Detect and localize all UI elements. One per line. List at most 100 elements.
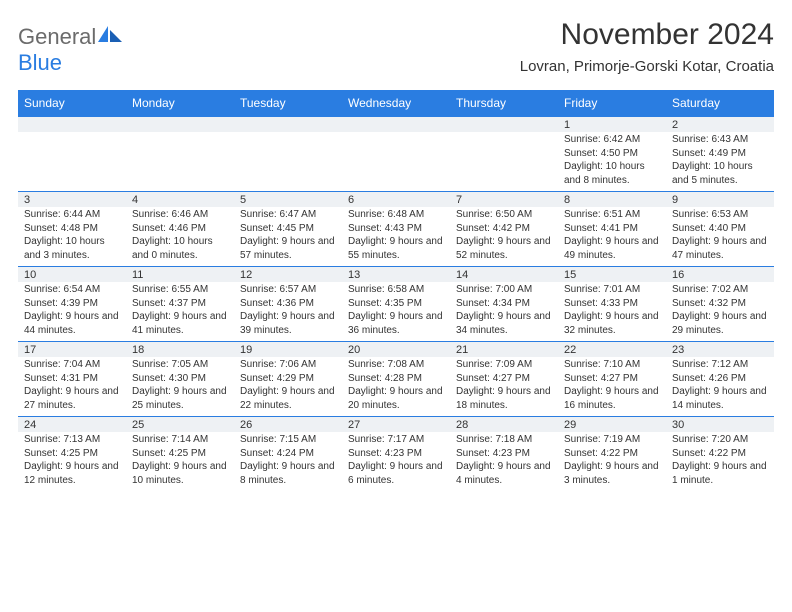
sunrise-text: Sunrise: 7:13 AM xyxy=(24,433,120,447)
day-number-cell: 6 xyxy=(342,192,450,208)
day-number-cell: 3 xyxy=(18,192,126,208)
day-detail-cell: Sunrise: 6:42 AMSunset: 4:50 PMDaylight:… xyxy=(558,132,666,192)
day-number-cell: 8 xyxy=(558,192,666,208)
day-detail-cell xyxy=(342,132,450,192)
daylight-text: Daylight: 9 hours and 8 minutes. xyxy=(240,460,336,487)
daylight-text: Daylight: 10 hours and 0 minutes. xyxy=(132,235,228,262)
daylight-text: Daylight: 9 hours and 29 minutes. xyxy=(672,310,768,337)
sunrise-text: Sunrise: 7:12 AM xyxy=(672,358,768,372)
page-header: General Blue November 2024 Lovran, Primo… xyxy=(18,18,774,76)
daylight-text: Daylight: 9 hours and 20 minutes. xyxy=(348,385,444,412)
day-detail-cell: Sunrise: 6:58 AMSunset: 4:35 PMDaylight:… xyxy=(342,282,450,342)
dow-header: Thursday xyxy=(450,90,558,117)
sunset-text: Sunset: 4:43 PM xyxy=(348,222,444,236)
sunset-text: Sunset: 4:48 PM xyxy=(24,222,120,236)
brand-part2: Blue xyxy=(18,50,62,75)
day-detail-cell: Sunrise: 7:15 AMSunset: 4:24 PMDaylight:… xyxy=(234,432,342,491)
day-detail-cell: Sunrise: 6:50 AMSunset: 4:42 PMDaylight:… xyxy=(450,207,558,267)
sunset-text: Sunset: 4:23 PM xyxy=(456,447,552,461)
day-number-cell: 11 xyxy=(126,267,234,283)
day-number-cell: 5 xyxy=(234,192,342,208)
daylight-text: Daylight: 9 hours and 25 minutes. xyxy=(132,385,228,412)
sunrise-text: Sunrise: 6:54 AM xyxy=(24,283,120,297)
daylight-text: Daylight: 9 hours and 6 minutes. xyxy=(348,460,444,487)
day-number-cell xyxy=(342,117,450,133)
day-number-cell: 21 xyxy=(450,342,558,358)
day-number-cell: 20 xyxy=(342,342,450,358)
sunrise-text: Sunrise: 7:10 AM xyxy=(564,358,660,372)
sail-icon xyxy=(98,26,122,44)
day-number-cell: 28 xyxy=(450,417,558,433)
sunset-text: Sunset: 4:29 PM xyxy=(240,372,336,386)
daylight-text: Daylight: 9 hours and 14 minutes. xyxy=(672,385,768,412)
sunset-text: Sunset: 4:39 PM xyxy=(24,297,120,311)
day-detail-cell: Sunrise: 7:12 AMSunset: 4:26 PMDaylight:… xyxy=(666,357,774,417)
sunset-text: Sunset: 4:42 PM xyxy=(456,222,552,236)
sunset-text: Sunset: 4:36 PM xyxy=(240,297,336,311)
daylight-text: Daylight: 9 hours and 1 minute. xyxy=(672,460,768,487)
day-number-cell: 7 xyxy=(450,192,558,208)
day-number-row: 24252627282930 xyxy=(18,417,774,433)
sunset-text: Sunset: 4:30 PM xyxy=(132,372,228,386)
daylight-text: Daylight: 9 hours and 4 minutes. xyxy=(456,460,552,487)
brand-logo: General Blue xyxy=(18,24,122,76)
day-number-cell: 22 xyxy=(558,342,666,358)
day-number-cell xyxy=(450,117,558,133)
day-detail-cell: Sunrise: 6:48 AMSunset: 4:43 PMDaylight:… xyxy=(342,207,450,267)
day-number-cell: 27 xyxy=(342,417,450,433)
day-detail-cell: Sunrise: 7:18 AMSunset: 4:23 PMDaylight:… xyxy=(450,432,558,491)
sunset-text: Sunset: 4:31 PM xyxy=(24,372,120,386)
day-detail-cell: Sunrise: 6:43 AMSunset: 4:49 PMDaylight:… xyxy=(666,132,774,192)
day-detail-cell: Sunrise: 6:44 AMSunset: 4:48 PMDaylight:… xyxy=(18,207,126,267)
sunset-text: Sunset: 4:46 PM xyxy=(132,222,228,236)
daylight-text: Daylight: 9 hours and 41 minutes. xyxy=(132,310,228,337)
dow-header: Monday xyxy=(126,90,234,117)
sunset-text: Sunset: 4:41 PM xyxy=(564,222,660,236)
daylight-text: Daylight: 9 hours and 49 minutes. xyxy=(564,235,660,262)
daylight-text: Daylight: 10 hours and 3 minutes. xyxy=(24,235,120,262)
daylight-text: Daylight: 9 hours and 44 minutes. xyxy=(24,310,120,337)
sunset-text: Sunset: 4:27 PM xyxy=(564,372,660,386)
day-detail-cell: Sunrise: 6:53 AMSunset: 4:40 PMDaylight:… xyxy=(666,207,774,267)
day-detail-row: Sunrise: 6:44 AMSunset: 4:48 PMDaylight:… xyxy=(18,207,774,267)
day-number-cell: 17 xyxy=(18,342,126,358)
sunrise-text: Sunrise: 7:05 AM xyxy=(132,358,228,372)
sunset-text: Sunset: 4:45 PM xyxy=(240,222,336,236)
day-detail-cell: Sunrise: 7:14 AMSunset: 4:25 PMDaylight:… xyxy=(126,432,234,491)
sunset-text: Sunset: 4:32 PM xyxy=(672,297,768,311)
day-number-cell: 26 xyxy=(234,417,342,433)
sunset-text: Sunset: 4:35 PM xyxy=(348,297,444,311)
day-detail-cell: Sunrise: 7:01 AMSunset: 4:33 PMDaylight:… xyxy=(558,282,666,342)
day-detail-cell: Sunrise: 7:04 AMSunset: 4:31 PMDaylight:… xyxy=(18,357,126,417)
day-number-cell: 16 xyxy=(666,267,774,283)
day-number-row: 12 xyxy=(18,117,774,133)
sunrise-text: Sunrise: 7:02 AM xyxy=(672,283,768,297)
sunrise-text: Sunrise: 7:18 AM xyxy=(456,433,552,447)
day-number-cell xyxy=(18,117,126,133)
day-detail-row: Sunrise: 6:42 AMSunset: 4:50 PMDaylight:… xyxy=(18,132,774,192)
daylight-text: Daylight: 9 hours and 27 minutes. xyxy=(24,385,120,412)
day-detail-cell: Sunrise: 7:09 AMSunset: 4:27 PMDaylight:… xyxy=(450,357,558,417)
sunrise-text: Sunrise: 6:43 AM xyxy=(672,133,768,147)
sunset-text: Sunset: 4:28 PM xyxy=(348,372,444,386)
daylight-text: Daylight: 9 hours and 34 minutes. xyxy=(456,310,552,337)
daylight-text: Daylight: 9 hours and 16 minutes. xyxy=(564,385,660,412)
sunrise-text: Sunrise: 6:47 AM xyxy=(240,208,336,222)
day-number-cell: 24 xyxy=(18,417,126,433)
day-number-cell: 9 xyxy=(666,192,774,208)
day-number-cell: 14 xyxy=(450,267,558,283)
day-number-cell xyxy=(234,117,342,133)
sunrise-text: Sunrise: 7:06 AM xyxy=(240,358,336,372)
sunrise-text: Sunrise: 6:57 AM xyxy=(240,283,336,297)
day-detail-cell: Sunrise: 7:19 AMSunset: 4:22 PMDaylight:… xyxy=(558,432,666,491)
day-number-cell: 19 xyxy=(234,342,342,358)
day-detail-cell: Sunrise: 7:20 AMSunset: 4:22 PMDaylight:… xyxy=(666,432,774,491)
day-number-cell: 10 xyxy=(18,267,126,283)
sunset-text: Sunset: 4:49 PM xyxy=(672,147,768,161)
day-detail-row: Sunrise: 7:04 AMSunset: 4:31 PMDaylight:… xyxy=(18,357,774,417)
sunrise-text: Sunrise: 7:15 AM xyxy=(240,433,336,447)
day-detail-cell: Sunrise: 7:08 AMSunset: 4:28 PMDaylight:… xyxy=(342,357,450,417)
daylight-text: Daylight: 9 hours and 52 minutes. xyxy=(456,235,552,262)
day-number-cell: 1 xyxy=(558,117,666,133)
day-number-cell: 2 xyxy=(666,117,774,133)
